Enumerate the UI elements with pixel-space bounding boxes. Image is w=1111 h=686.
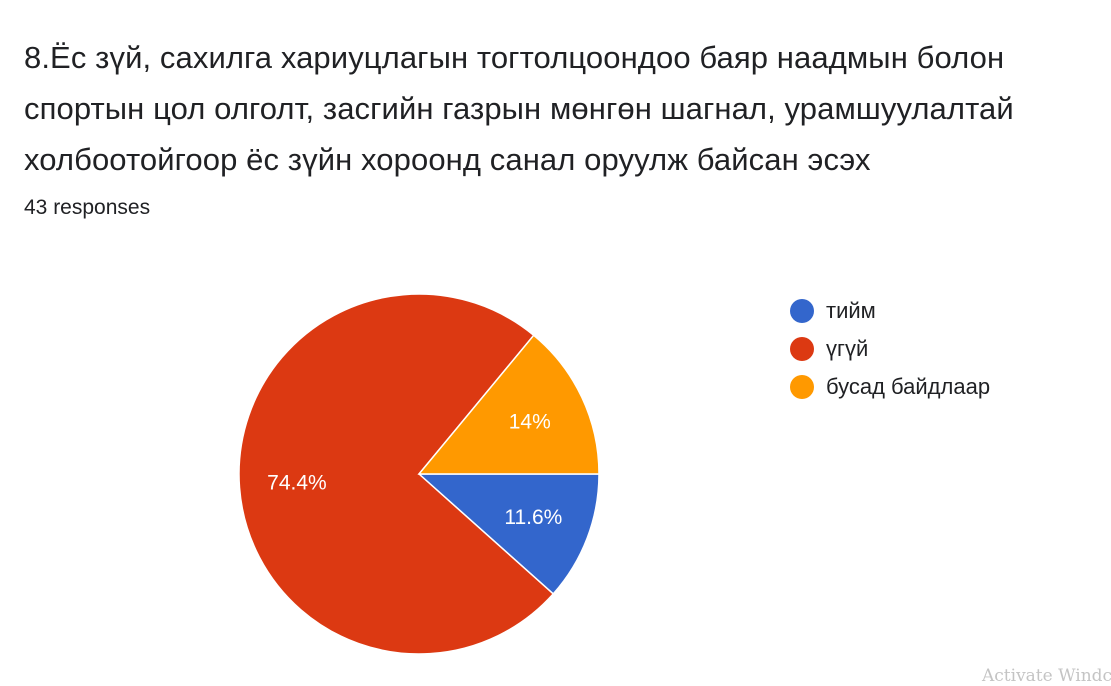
pie-slice-1[interactable] — [238, 293, 555, 655]
legend-label: тийм — [826, 298, 876, 323]
legend-swatch — [790, 337, 814, 361]
legend-item-2[interactable]: бусад байдлаар — [790, 368, 990, 406]
chart-legend: тийм үгүй бусад байдлаар — [790, 292, 990, 406]
activate-windows-watermark: Activate Windc — [982, 666, 1111, 686]
pie-slice-2[interactable] — [417, 334, 600, 475]
pie-slice-label-1: 74.4% — [267, 472, 327, 495]
pie-slice-0[interactable] — [417, 473, 600, 595]
chart-title: 8.Ёс зүй, сахилга хариуцлагын тогтолцоон… — [24, 40, 1014, 177]
legend-label: үгүй — [826, 336, 869, 361]
pie-slice-label-0: 11.6% — [504, 506, 562, 529]
legend-label: бусад байдлаар — [826, 374, 991, 399]
response-count: 43 responses — [24, 196, 151, 219]
legend-item-0[interactable]: тийм — [790, 292, 990, 330]
legend-swatch — [790, 375, 814, 399]
legend-item-1[interactable]: үгүй — [790, 330, 990, 368]
pie-slice-label-2: 14% — [509, 410, 551, 433]
legend-swatch — [790, 299, 814, 323]
